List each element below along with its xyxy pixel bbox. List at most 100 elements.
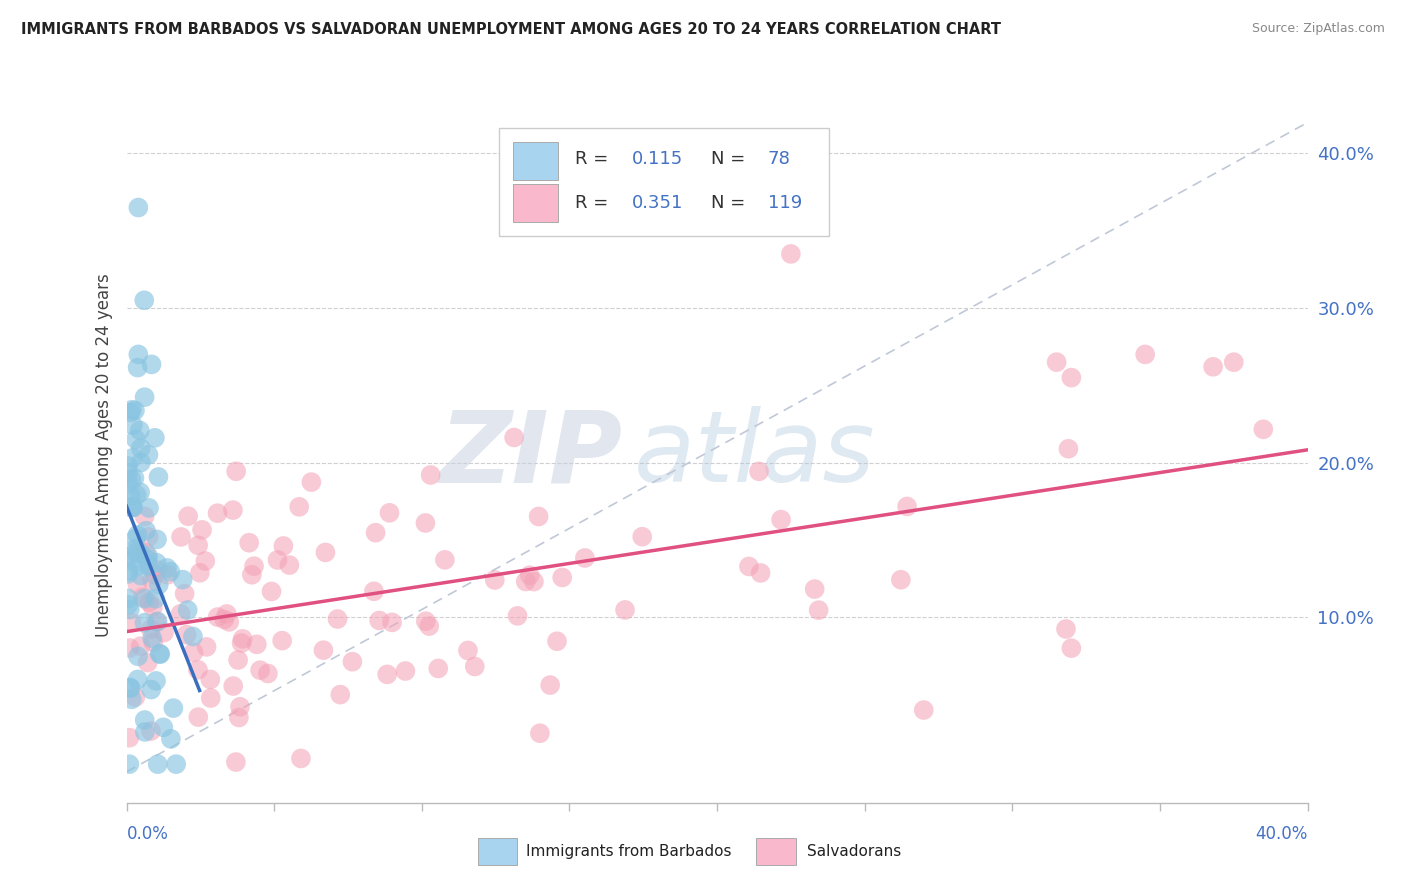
Point [124,471,146,485]
Point [120,472,142,486]
Point [143,591,166,606]
Y-axis label: Unemployment Among Ages 20 to 24 years: Unemployment Among Ages 20 to 24 years [94,273,112,637]
Point [124,532,146,546]
Point [222,503,245,517]
Text: 40.0%: 40.0% [1256,825,1308,843]
Text: atlas: atlas [634,407,876,503]
Text: R =: R = [575,150,614,169]
Point [232,632,254,646]
Point [153,625,176,640]
Point [1133,347,1156,361]
Point [464,659,486,673]
Point [807,603,830,617]
Point [127,201,149,215]
Point [138,448,160,462]
Point [433,553,456,567]
Point [143,567,166,582]
Point [146,563,169,577]
Point [218,615,240,629]
Point [139,622,162,636]
Point [381,615,404,630]
Point [148,470,170,484]
Point [631,530,654,544]
Point [127,546,149,560]
Point [141,357,163,371]
Point [176,627,198,641]
Point [135,546,157,560]
Point [145,556,167,570]
Point [146,533,169,547]
Point [118,681,141,695]
Point [117,466,139,480]
Point [125,433,148,447]
Point [141,682,163,697]
Point [122,418,145,433]
Point [231,636,253,650]
Point [748,464,770,478]
Point [912,703,935,717]
Point [183,645,205,659]
Point [136,656,159,670]
Point [176,603,198,617]
Point [415,614,437,628]
Point [141,574,163,588]
Point [890,573,912,587]
Point [419,467,441,482]
Point [118,731,141,745]
Point [136,552,159,566]
Point [803,582,825,596]
Point [187,538,209,552]
Point [120,489,142,503]
Point [515,574,537,589]
Point [288,500,311,514]
Point [181,630,204,644]
Point [127,360,149,375]
Point [503,430,526,444]
Point [128,424,150,438]
Text: ZIP: ZIP [440,407,623,503]
FancyBboxPatch shape [513,142,558,180]
Point [122,500,145,515]
Point [129,442,152,456]
Point [173,587,195,601]
Point [529,726,551,740]
Point [546,634,568,648]
Point [266,553,288,567]
Point [156,567,179,582]
Point [118,640,141,655]
Text: Immigrants from Barbados: Immigrants from Barbados [526,845,731,859]
Point [368,614,391,628]
Point [523,574,546,589]
Point [160,731,183,746]
Text: 0.0%: 0.0% [127,825,169,843]
Point [139,724,162,739]
Point [538,678,561,692]
Point [188,566,211,580]
Point [142,600,165,615]
Point [146,757,169,772]
Point [138,500,160,515]
Point [117,476,139,491]
Point [240,567,263,582]
Point [149,647,172,661]
Point [134,725,156,739]
Point [214,612,236,626]
Point [574,550,596,565]
Point [375,667,398,681]
Point [129,546,152,560]
Point [117,549,139,564]
Point [363,584,385,599]
Point [134,293,156,308]
Point [238,535,260,549]
Point [128,558,150,573]
Point [118,602,141,616]
Point [187,663,209,677]
Point [121,692,143,706]
Point [225,464,247,478]
FancyBboxPatch shape [499,128,830,235]
Point [1060,641,1083,656]
Point [896,500,918,514]
Text: N =: N = [711,150,751,169]
Point [527,509,550,524]
Point [138,595,160,609]
